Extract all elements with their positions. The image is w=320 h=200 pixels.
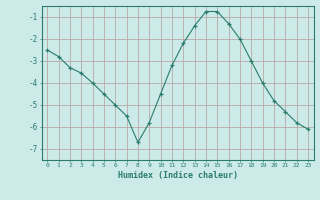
X-axis label: Humidex (Indice chaleur): Humidex (Indice chaleur) — [118, 171, 237, 180]
